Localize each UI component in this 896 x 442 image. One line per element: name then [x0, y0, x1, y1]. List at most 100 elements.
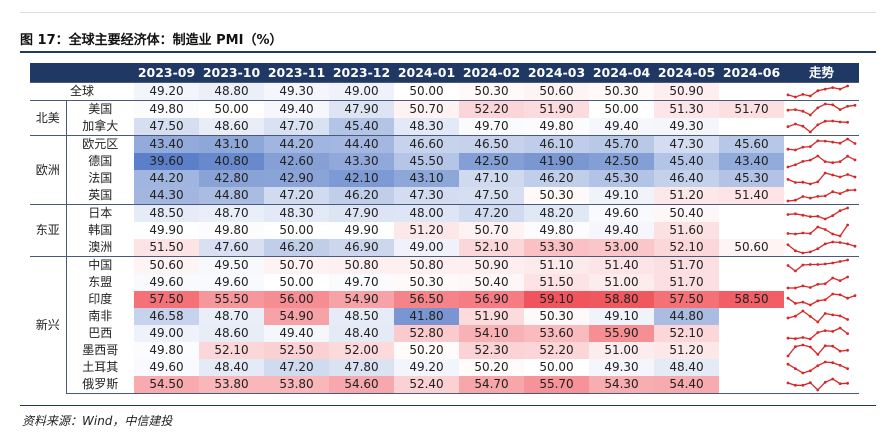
pmi-value-cell: 42.50	[459, 153, 524, 170]
pmi-value-cell	[719, 325, 784, 342]
pmi-value-cell: 47.20	[459, 204, 524, 222]
sparkline-point	[831, 344, 835, 348]
pmi-value-cell: 50.80	[394, 256, 459, 274]
pmi-value-cell: 48.70	[199, 308, 264, 325]
pmi-value-cell: 51.50	[524, 274, 589, 291]
trend-sparkline	[786, 84, 849, 99]
sparkline-point	[801, 309, 805, 313]
pmi-value-cell: 49.20	[394, 359, 459, 376]
pmi-value-cell: 47.30	[654, 135, 719, 153]
header-blank	[30, 63, 134, 83]
sparkline-point	[846, 84, 849, 88]
pmi-value-cell: 47.90	[329, 204, 394, 222]
pmi-value-cell: 49.60	[134, 274, 199, 291]
pmi-value-cell: 55.70	[524, 376, 589, 394]
sparkline-point	[808, 381, 812, 385]
sparkline-point	[831, 190, 835, 194]
pmi-value-cell: 53.30	[524, 239, 589, 257]
sparkline-point	[801, 180, 805, 184]
sparkline-point	[816, 214, 820, 218]
trend-sparkline	[786, 377, 849, 392]
sparkline-point	[831, 313, 835, 317]
pmi-value-cell: 50.00	[524, 359, 589, 376]
pmi-value-cell: 50.80	[329, 256, 394, 274]
sparkline-line	[787, 361, 848, 374]
sparkline-line	[787, 120, 848, 133]
pmi-value-cell: 45.40	[329, 118, 394, 136]
pmi-value-cell: 45.30	[719, 170, 784, 187]
pmi-value-cell: 50.60	[134, 256, 199, 274]
pmi-value-cell: 50.70	[264, 256, 329, 274]
sparkline-point	[846, 296, 849, 300]
sparkline-point	[794, 108, 797, 111]
pmi-value-cell: 53.60	[524, 325, 589, 342]
sparkline-point	[831, 232, 835, 236]
sparkline-point	[786, 286, 790, 290]
pmi-value-cell: 55.50	[199, 291, 264, 308]
pmi-value-cell: 51.20	[654, 342, 719, 359]
sparkline-point	[831, 214, 835, 217]
trend-sparkline-cell	[784, 359, 859, 376]
table-row: 土耳其 49.60 48.40 47.20 47.80 49.20 50.20 50.00 49…	[30, 359, 859, 376]
pmi-value-cell: 56.00	[264, 291, 329, 308]
pmi-value-cell: 52.30	[459, 342, 524, 359]
sparkline-line	[787, 310, 848, 323]
source-rule	[20, 405, 876, 406]
pmi-value-cell: 52.10	[654, 239, 719, 257]
pmi-value-cell: 52.00	[329, 342, 394, 359]
pmi-value-cell: 48.50	[134, 204, 199, 222]
pmi-value-cell: 57.50	[134, 291, 199, 308]
pmi-value-cell	[719, 118, 784, 136]
trend-sparkline-cell	[784, 291, 859, 308]
pmi-value-cell: 45.50	[394, 153, 459, 170]
country-label: 澳洲	[88, 240, 113, 254]
sparkline-point	[838, 175, 842, 179]
sparkline-point	[794, 314, 797, 318]
sparkline-point	[816, 123, 820, 127]
pmi-value-cell: 48.40	[329, 325, 394, 342]
pmi-value-cell: 51.60	[654, 222, 719, 239]
sparkline-point	[808, 369, 812, 373]
sparkline-point	[823, 282, 827, 286]
pmi-value-cell: 53.00	[589, 239, 654, 257]
sparkline-point	[801, 284, 805, 288]
pmi-value-cell: 49.00	[394, 239, 459, 257]
pmi-value-cell: 43.10	[394, 170, 459, 187]
pmi-value-cell: 48.30	[264, 204, 329, 222]
sparkline-point	[786, 354, 790, 358]
pmi-value-cell: 57.50	[654, 291, 719, 308]
top-rule	[20, 12, 876, 13]
pmi-value-cell: 49.60	[134, 359, 199, 376]
sparkline-point	[816, 282, 820, 286]
pmi-value-cell: 55.90	[589, 325, 654, 342]
pmi-value-cell: 51.30	[654, 100, 719, 118]
pmi-value-cell: 40.80	[199, 153, 264, 170]
pmi-value-cell: 53.80	[199, 376, 264, 394]
sparkline-point	[786, 381, 790, 385]
pmi-value-cell: 49.90	[134, 222, 199, 239]
header-col-9: 2024-06	[719, 63, 784, 83]
trend-sparkline	[786, 154, 857, 169]
sparkline-point	[794, 302, 797, 305]
sparkline-point	[823, 160, 827, 163]
table-header-row: 2023-09 2023-10 2023-11 2023-12 2024-01 …	[30, 63, 859, 83]
sparkline-point	[794, 122, 797, 126]
pmi-value-cell: 45.70	[589, 135, 654, 153]
pmi-value-cell: 42.10	[329, 170, 394, 187]
sparkline-point	[831, 361, 835, 365]
pmi-value-cell: 46.10	[524, 135, 589, 153]
sparkline-point	[786, 362, 790, 366]
pmi-value-cell	[719, 222, 784, 239]
country-label: 法国	[88, 171, 113, 185]
sparkline-point	[808, 250, 812, 254]
trend-sparkline-cell	[784, 153, 859, 170]
pmi-value-cell: 51.70	[719, 100, 784, 118]
sparkline-line	[787, 189, 856, 202]
pmi-value-cell: 52.10	[459, 239, 524, 257]
trend-sparkline	[786, 171, 857, 186]
sparkline-point	[823, 360, 827, 364]
pmi-value-cell: 49.80	[134, 342, 199, 359]
sparkline-point	[838, 293, 842, 297]
pmi-value-cell: 51.00	[589, 274, 654, 291]
sparkline-point	[846, 348, 849, 352]
